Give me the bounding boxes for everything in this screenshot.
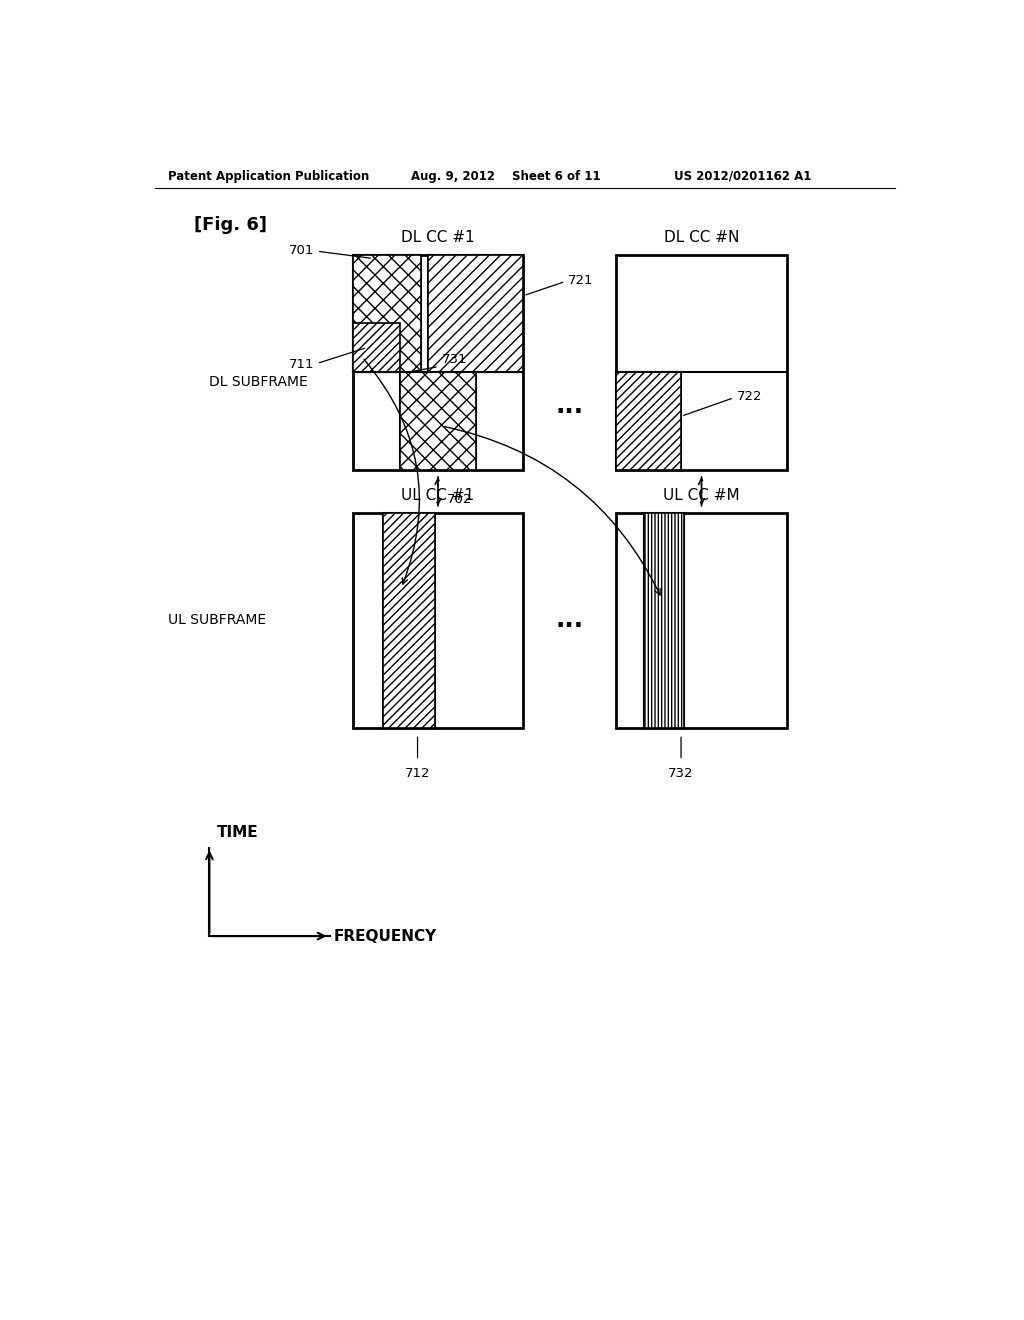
Bar — [352, 255, 523, 470]
Text: 711: 711 — [289, 348, 365, 371]
Bar — [643, 512, 684, 729]
Bar — [352, 323, 400, 372]
Text: Aug. 9, 2012: Aug. 9, 2012 — [411, 170, 495, 183]
Bar — [616, 512, 786, 729]
Bar — [352, 255, 421, 372]
Text: 731: 731 — [411, 352, 467, 372]
Text: UL CC #M: UL CC #M — [664, 488, 739, 503]
Bar — [400, 372, 475, 470]
Text: Sheet 6 of 11: Sheet 6 of 11 — [512, 170, 600, 183]
Bar — [352, 512, 523, 729]
Text: TIME: TIME — [217, 825, 259, 840]
Text: UL CC #1: UL CC #1 — [401, 488, 474, 503]
Bar — [352, 323, 400, 372]
Text: US 2012/0201162 A1: US 2012/0201162 A1 — [675, 170, 812, 183]
Text: 701: 701 — [289, 244, 371, 259]
Text: Patent Application Publication: Patent Application Publication — [168, 170, 370, 183]
Bar — [428, 255, 523, 372]
Text: 722: 722 — [684, 391, 762, 416]
Text: 702: 702 — [447, 492, 473, 506]
Text: 712: 712 — [404, 767, 430, 780]
Bar — [383, 512, 434, 729]
Bar — [616, 372, 681, 470]
Text: DL CC #1: DL CC #1 — [401, 231, 475, 246]
Bar — [400, 372, 475, 470]
Text: UL SUBFRAME: UL SUBFRAME — [168, 614, 266, 627]
Text: 721: 721 — [526, 275, 594, 294]
Bar — [352, 255, 421, 372]
Text: DL SUBFRAME: DL SUBFRAME — [209, 375, 308, 388]
Text: ...: ... — [556, 393, 584, 417]
Bar — [383, 512, 434, 729]
Bar — [643, 512, 684, 729]
Text: [Fig. 6]: [Fig. 6] — [194, 216, 267, 234]
Text: 732: 732 — [669, 767, 694, 780]
Bar — [428, 255, 523, 372]
Text: ...: ... — [556, 609, 584, 632]
Bar — [616, 255, 786, 470]
Text: DL CC #N: DL CC #N — [664, 231, 739, 246]
Bar — [616, 372, 681, 470]
Text: FREQUENCY: FREQUENCY — [334, 928, 436, 944]
